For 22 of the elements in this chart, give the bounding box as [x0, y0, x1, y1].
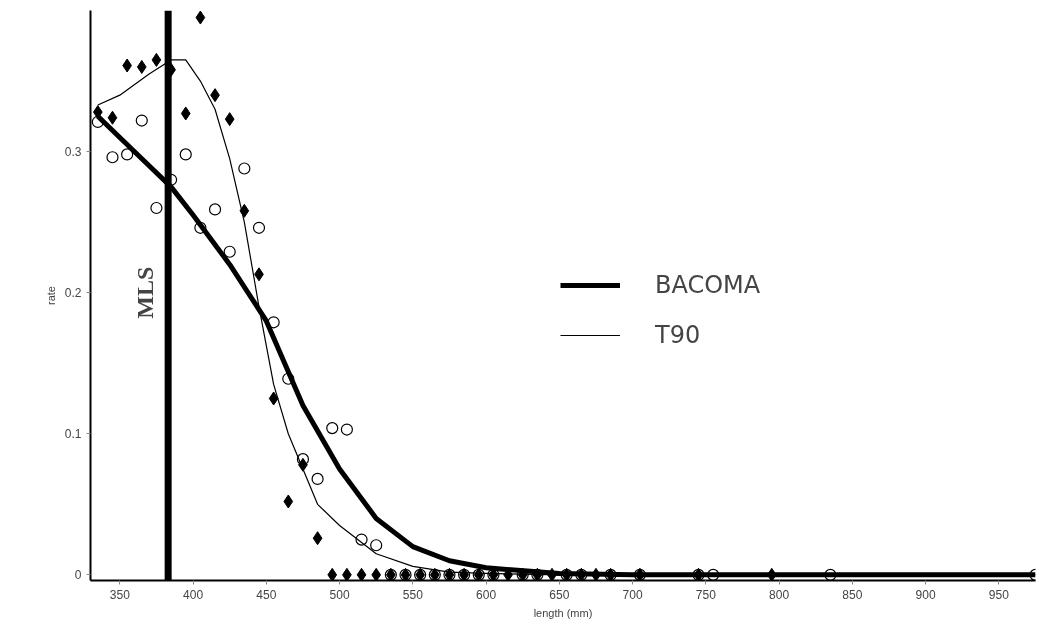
- y-tick-label: 0.1: [64, 427, 82, 442]
- x-tick-label: 650: [549, 587, 570, 602]
- y-tick-label: 0.2: [64, 286, 82, 301]
- y-axis-title: rate: [44, 286, 57, 305]
- x-tick-label: 750: [695, 587, 717, 602]
- x-tick-label: 500: [329, 587, 350, 602]
- x-tick-label: 950: [988, 587, 1010, 602]
- ref-line-label: MLS: [132, 266, 159, 319]
- legend-label: T90: [655, 321, 701, 349]
- x-tick-label: 550: [402, 587, 424, 602]
- x-tick-label: 700: [622, 587, 643, 602]
- legend-label: BACOMA: [655, 271, 761, 299]
- y-tick-label: 0.3: [64, 145, 82, 160]
- x-tick-label: 350: [109, 587, 131, 602]
- x-tick-label: 400: [183, 587, 204, 602]
- x-tick-label: 850: [842, 587, 863, 602]
- x-tick-label: 800: [769, 587, 790, 602]
- x-tick-label: 900: [915, 587, 936, 602]
- x-tick-label: 450: [256, 587, 277, 602]
- y-tick-label: 0: [74, 568, 82, 583]
- x-axis-title: length (mm): [533, 606, 593, 619]
- x-tick-label: 600: [476, 587, 497, 602]
